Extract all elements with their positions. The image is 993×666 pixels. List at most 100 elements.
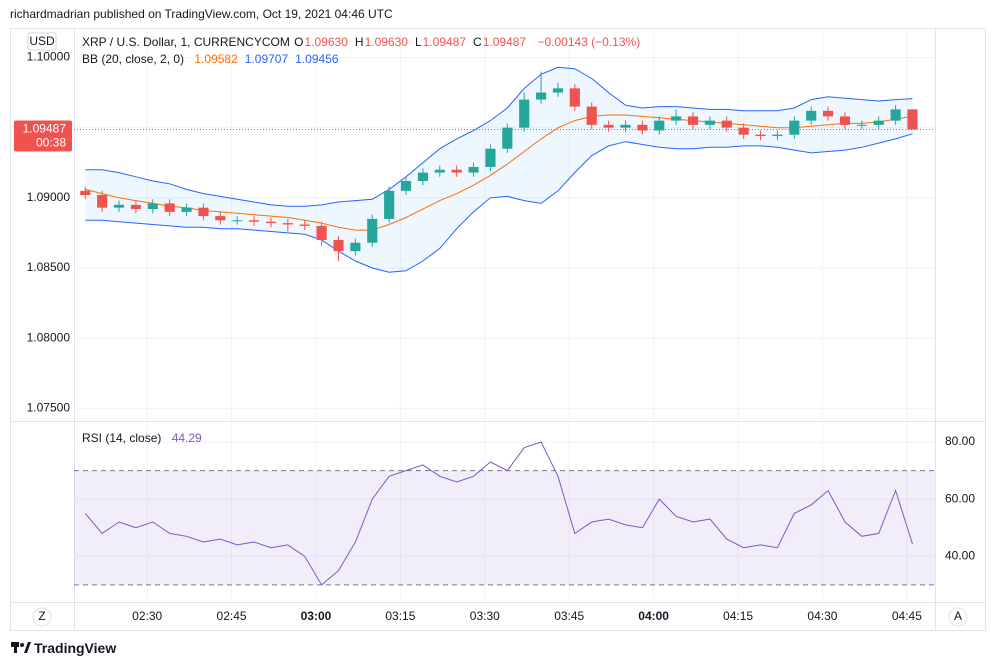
price-plot [80,66,918,273]
candle-body [249,220,260,222]
candle-body [772,134,783,137]
x-tick-label: 03:30 [470,609,500,623]
candle-body [738,127,749,135]
candle-body [519,99,530,128]
currency-box[interactable] [27,32,57,51]
ohlc-label: O [294,35,304,49]
x-tick-label: 03:45 [554,609,584,623]
rsi-name: RSI (14, close) [82,431,162,445]
chart-frame [10,28,986,631]
logo-part [20,643,24,647]
logo [11,642,31,653]
brand: TradingView [34,640,117,656]
zoom-label: Z [38,609,45,623]
rsi-legend: RSI (14, close) 44.29 [82,431,203,445]
y-tick-label: 40.00 [945,548,975,562]
candle-body [620,124,631,128]
candle-body [586,106,597,125]
y-tick-label: 60.00 [945,491,975,505]
bb-line [85,133,913,273]
y-tick-label: 1.07500 [27,401,71,415]
currency: USD [29,34,55,48]
candle-body [856,124,867,126]
candle-body [671,116,682,121]
candle-body [839,116,851,125]
rsi-band-fill [74,470,935,585]
last-price-box [14,120,72,152]
auto-label: A [954,609,962,623]
x-tick-label: 02:45 [217,609,247,623]
candle-body [265,221,277,224]
candle-body [704,120,715,125]
candle-body [198,207,209,217]
candle-body [536,92,547,100]
candle-body [907,109,918,130]
zoom-button[interactable] [32,607,52,627]
candle-body [367,218,378,243]
y-tick-label: 1.10000 [27,50,71,64]
candle-body [282,223,293,225]
rsi-value: 44.29 [171,431,202,445]
candle-body [755,134,766,137]
candle-body [232,220,243,222]
candle-body [637,124,648,131]
symbol-title: XRP / U.S. Dollar, 1, CURRENCYCOM [82,35,290,49]
indicator-value: 1.09582 [194,52,238,66]
candle-body [502,127,513,149]
auto-button[interactable] [948,607,968,627]
x-tick-label: 02:30 [132,609,162,623]
indicator-value: 1.09707 [244,52,289,66]
y-tick-label: 1.08500 [27,260,71,274]
y-tick-label: 1.08000 [27,330,71,344]
x-tick-label: 04:45 [892,609,922,623]
candle-body [721,120,732,128]
candle-body [823,110,834,117]
ohlc-values: O1.09630 H1.09630 L1.09487 C1.09487 [294,35,527,49]
candle-body [687,116,699,125]
candle-body [316,225,327,240]
candle-body [400,180,412,191]
x-tick-label: 04:30 [807,609,837,623]
bb-line [85,114,913,231]
candle-body [164,203,175,212]
published-note: richardmadrian published on TradingView.… [10,7,393,21]
countdown-label: 00:38 [36,136,66,150]
last-price-label: 1.09487 [23,122,67,136]
bb-line [85,66,913,207]
candle-body [468,166,479,173]
candle-body [215,216,226,221]
x-tick-label: 04:15 [723,609,753,623]
candle-body [806,110,817,121]
candle-body [451,169,462,173]
indicator-values: 1.09582 1.09707 1.09456 [188,52,339,66]
ohlc-label: C [473,35,482,49]
indicator-name: BB (20, close, 2, 0) [82,52,185,66]
candle-body [569,88,580,107]
main-legend: XRP / U.S. Dollar, 1, CURRENCYCOM O1.096… [82,35,641,49]
candle-body [299,224,310,226]
bb-legend: BB (20, close, 2, 0) 1.09582 1.09707 1.094… [82,52,341,66]
x-tick-label: 03:00 [301,609,332,623]
candle-body [654,120,665,131]
candle-body [130,204,141,210]
candle-body [97,195,108,208]
candle-body [147,203,158,210]
ohlc-value: 1.09630 [304,35,348,49]
ohlc-value: 1.09630 [364,35,408,49]
candle-body [434,169,445,173]
candle-body [417,172,428,181]
candle-body [552,88,564,93]
candle-body [485,148,496,167]
indicator-value: 1.09456 [295,52,339,66]
x-tick-label: 04:00 [638,609,669,623]
logo-part [24,642,31,653]
candle-body [384,190,395,219]
y-tick-label: 1.09000 [27,190,71,204]
ohlc-value: 1.09487 [482,35,527,49]
logo-part [14,642,17,653]
ohlc-value: 1.09487 [422,35,467,49]
rsi-line [84,441,913,586]
candle-body [873,120,884,125]
